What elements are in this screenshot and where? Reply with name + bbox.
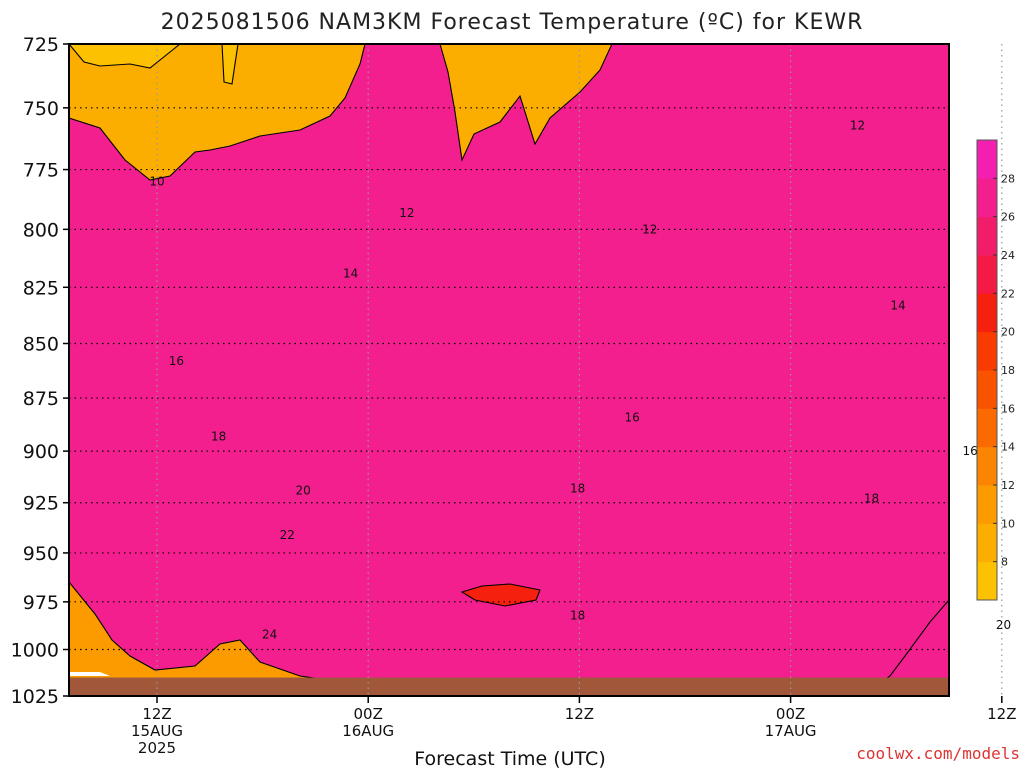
colorbar-swatch: [977, 178, 997, 218]
contour-label: 24: [262, 627, 277, 641]
y-tick-label: 875: [23, 388, 59, 410]
colorbar-swatch: [977, 255, 997, 294]
temp-band-10-top-b: [439, 44, 613, 162]
color-legend: 8 10 12 14 16 18 20 22 24 26 28: [976, 139, 1015, 601]
contour-label: 16: [169, 354, 184, 368]
colorbar-label: 18: [1001, 364, 1015, 377]
x-tick-label: 16AUG: [342, 722, 394, 740]
colorbar-label: 14: [1001, 441, 1015, 454]
temp-band-8-top-b: [221, 44, 239, 85]
colorbar-swatch: [977, 561, 997, 601]
contour-label: 18: [570, 481, 585, 495]
colorbar-label: 12: [1001, 479, 1015, 492]
x-tick-label: 00Z: [354, 705, 383, 723]
x-tick-label: 12Z: [565, 705, 594, 723]
contour-label: 16: [625, 410, 640, 424]
colorbar-label: 24: [1001, 249, 1015, 262]
contour-label: 18: [864, 492, 879, 506]
y-tick-label: 1000: [11, 640, 59, 662]
colorbar-swatch: [977, 408, 997, 448]
ground-surface: [69, 677, 949, 696]
y-tick-label: 1025: [11, 686, 59, 708]
x-tick-label: 12Z: [987, 705, 1016, 723]
y-axis: 725 750 775 800 825 850 875 900 925 950 975 1000 102…: [11, 34, 69, 708]
colorbar-label: 16: [1001, 402, 1015, 415]
colorbar-label: 28: [1001, 172, 1015, 185]
colorbar-swatch: [977, 216, 997, 256]
x-tick-label: 12Z: [142, 705, 171, 723]
contour-label: 12: [850, 118, 865, 132]
colorbar-label: 20: [1001, 326, 1015, 339]
contour-labels: 101212121414141616161818181820202224: [149, 118, 1011, 641]
contour-label: 18: [570, 608, 585, 622]
colorbar-label: 8: [1001, 556, 1008, 569]
x-axis-title: Forecast Time (UTC): [414, 748, 605, 768]
colorbar-label: 26: [1001, 211, 1015, 224]
contour-label: 12: [642, 222, 657, 236]
x-tick-label: 00Z: [776, 705, 805, 723]
chart-title: 2025081506 NAM3KM Forecast Temperature (…: [161, 10, 864, 35]
y-tick-label: 800: [23, 219, 59, 241]
contour-label: 22: [280, 528, 295, 542]
y-tick-label: 775: [23, 160, 59, 182]
y-tick-label: 975: [23, 592, 59, 614]
contour-label: 20: [295, 483, 310, 497]
plot-area: [69, 44, 949, 696]
contour-label: 20: [996, 618, 1011, 632]
x-tick-label: 17AUG: [765, 722, 817, 740]
colorbar-swatch: [977, 446, 997, 486]
temp-band-10-top: [69, 44, 366, 181]
y-tick-label: 750: [23, 98, 59, 120]
ground-edge: [69, 672, 110, 676]
y-tick-label: 725: [23, 34, 59, 56]
colorbar-swatch: [977, 370, 997, 409]
contour-label: 16: [962, 444, 977, 458]
colorbar-label: 22: [1001, 287, 1015, 300]
contour-label: 14: [343, 267, 358, 281]
contour-label: 18: [211, 429, 226, 443]
y-tick-label: 900: [23, 441, 59, 463]
x-tick-label: 2025: [138, 739, 176, 757]
y-tick-label: 850: [23, 334, 59, 356]
y-tick-label: 825: [23, 277, 59, 299]
y-tick-label: 925: [23, 493, 59, 515]
y-tick-label: 950: [23, 543, 59, 565]
warm-lens-18: [460, 583, 541, 607]
contour-label: 10: [149, 175, 164, 189]
x-tick-label: 15AUG: [131, 722, 183, 740]
site-credit[interactable]: coolwx.com/models: [856, 744, 1020, 763]
colorbar-label: 10: [1001, 517, 1015, 530]
colorbar-swatch: [977, 331, 997, 371]
colorbar-swatch: [977, 485, 997, 524]
grid-lines: [69, 44, 1003, 696]
plot-frame: [68, 43, 950, 697]
contour-label: 12: [399, 206, 414, 220]
colorbar-swatch: [977, 293, 997, 333]
colorbar-swatch: [977, 523, 997, 563]
colorbar-swatch: [977, 140, 997, 179]
contour-label: 14: [890, 298, 905, 312]
